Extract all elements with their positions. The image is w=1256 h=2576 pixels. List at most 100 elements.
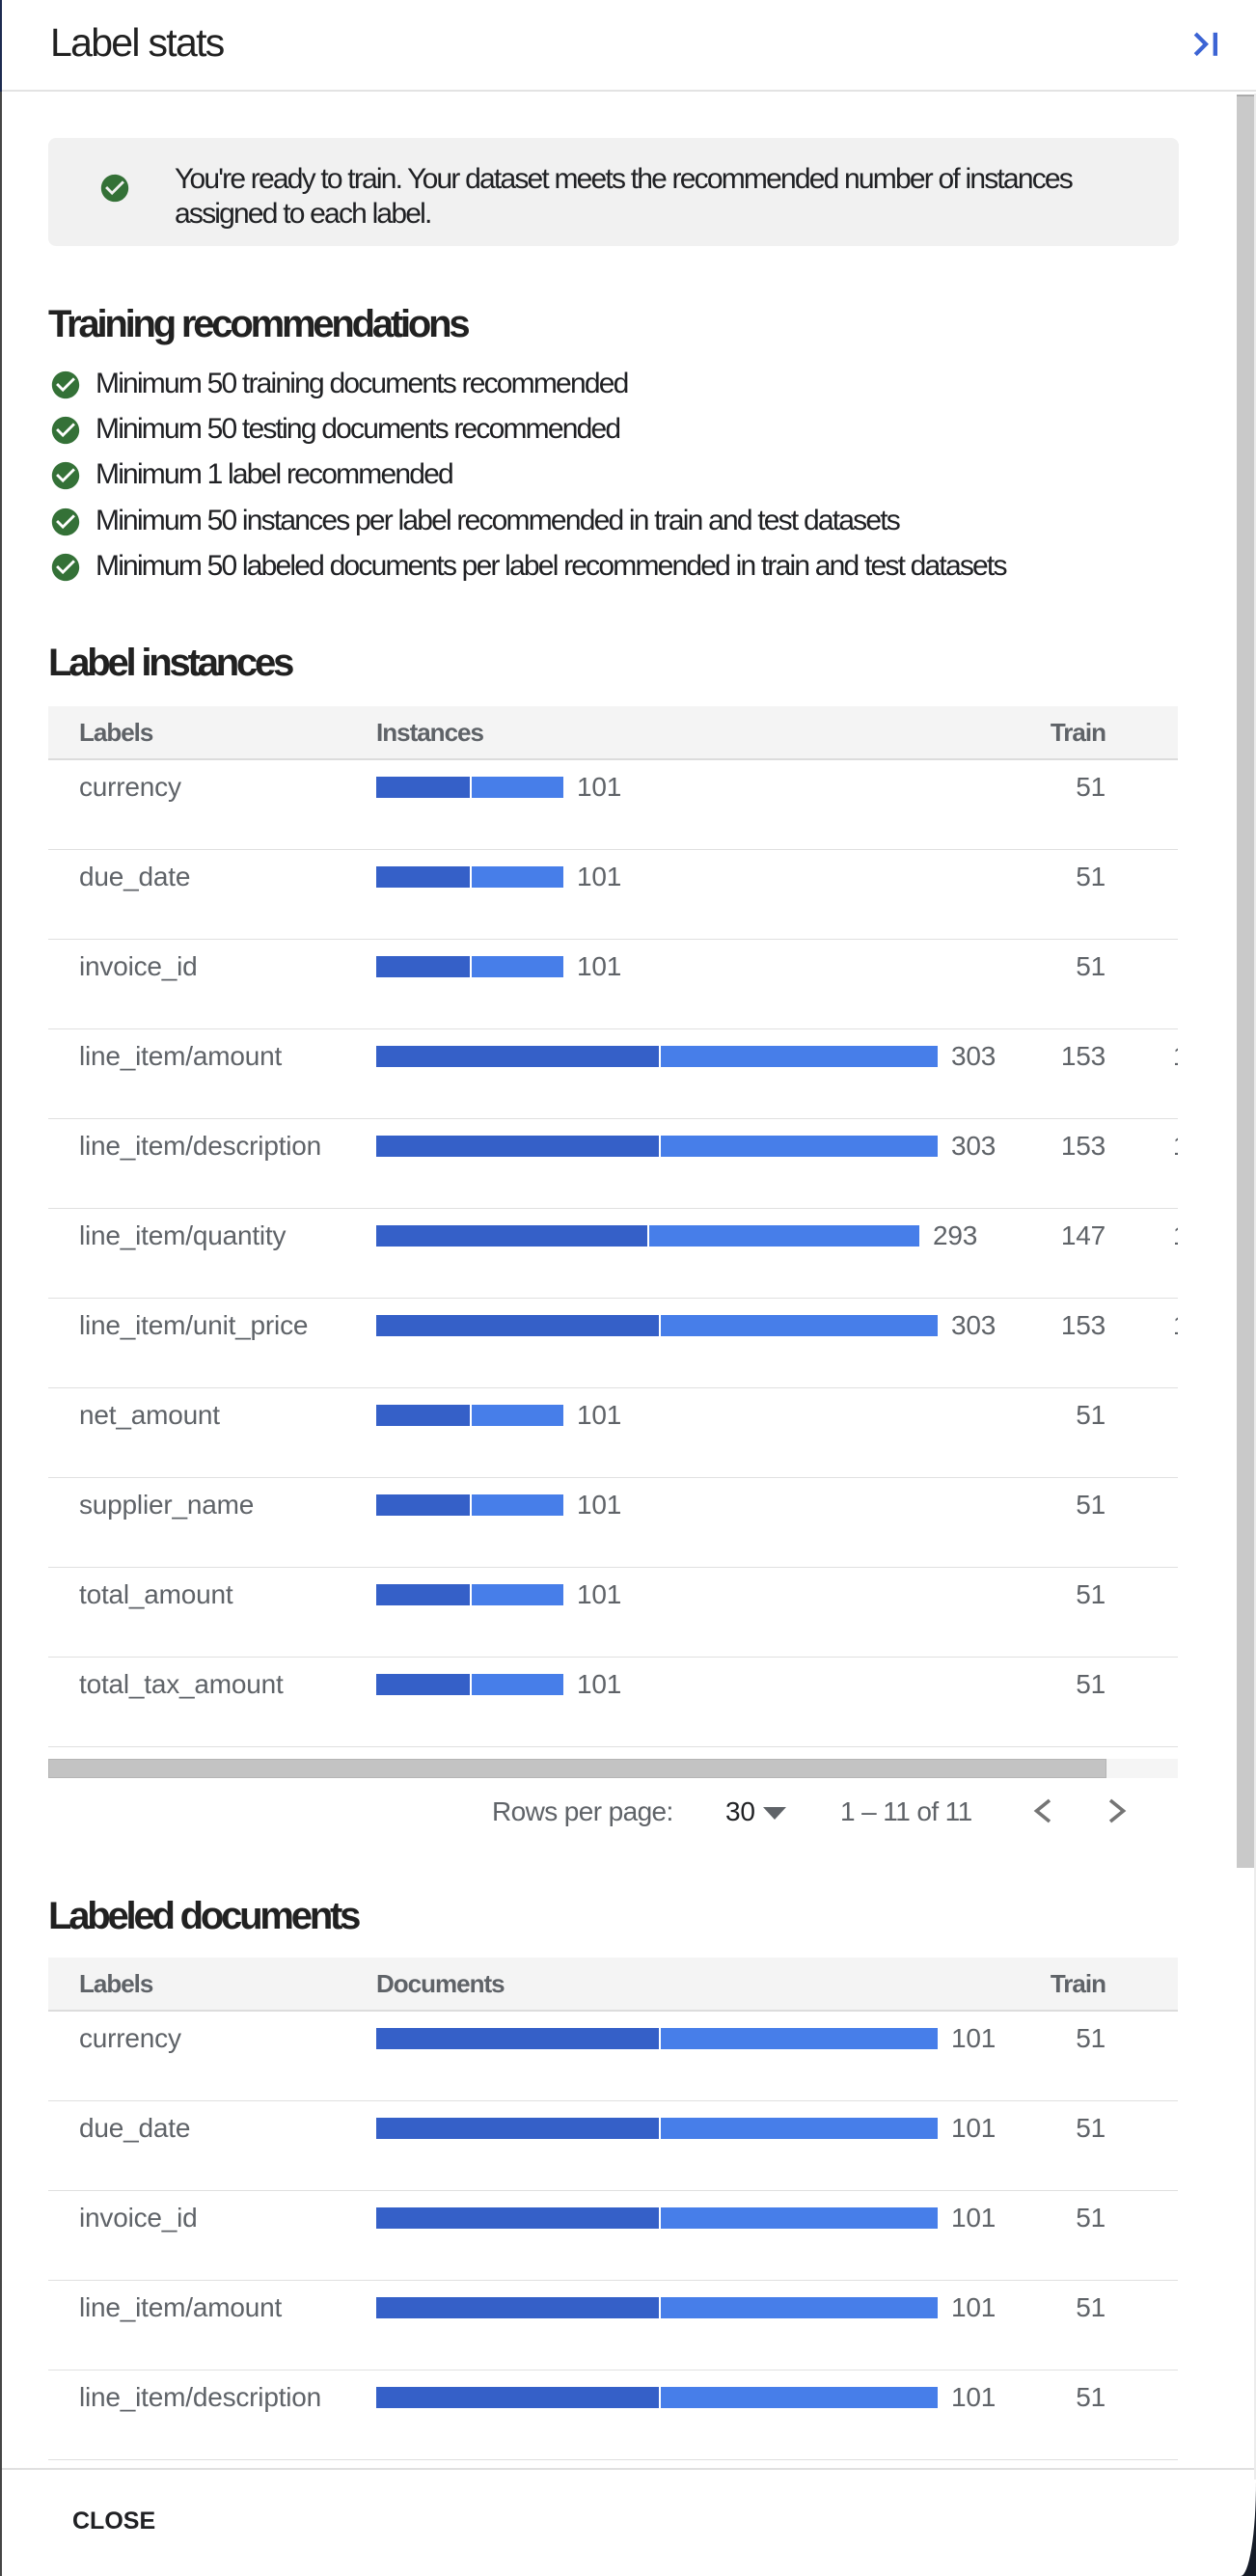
check-circle-icon [49, 414, 82, 447]
bar-train [376, 777, 470, 798]
documents-bar [376, 2297, 938, 2318]
panel-header: Label stats [0, 0, 1256, 92]
row-test: 50 [1127, 2025, 1178, 2052]
row-train: 51 [1076, 1490, 1106, 1520]
recommendation-text: Minimum 50 instances per label recommend… [96, 504, 901, 536]
table-row[interactable]: currency 101 51 50 [48, 760, 1178, 850]
table-row[interactable]: line_item/description 303 153 150 [48, 1119, 1178, 1209]
column-header-train: Train [1050, 718, 1106, 747]
bar-test [661, 2207, 938, 2229]
vertical-scrollbar-thumb[interactable] [1237, 95, 1254, 1868]
row-test: 50 [1127, 1402, 1178, 1429]
bar-train [376, 1584, 470, 1605]
bar-train [376, 1225, 647, 1247]
table-row[interactable]: total_amount 101 51 50 [48, 1568, 1178, 1658]
check-circle-icon [49, 369, 82, 401]
collapse-right-icon [1193, 32, 1217, 57]
bar-train [376, 2387, 659, 2408]
bar-train [376, 2207, 659, 2229]
instances-bar [376, 777, 563, 798]
row-label: invoice_id [79, 2203, 198, 2233]
bar-train [376, 1046, 659, 1067]
row-train: 51 [1076, 1400, 1106, 1430]
table-row[interactable]: line_item/unit_price 303 153 150 [48, 1299, 1178, 1388]
bar-train [376, 2297, 659, 2318]
row-test: 50 [1127, 863, 1178, 891]
bar-test [661, 1315, 938, 1336]
row-value: 101 [951, 2292, 997, 2322]
close-button[interactable]: CLOSE [72, 2507, 156, 2535]
rows-per-page-select[interactable]: 30 [725, 1796, 755, 1826]
table-paginator: Rows per page: 30 1 – 11 of 11 [0, 1798, 1178, 1829]
table-row[interactable]: line_item/amount 303 153 150 [48, 1029, 1178, 1119]
row-test: 50 [1127, 953, 1178, 980]
bar-train [376, 1405, 470, 1426]
row-value: 303 [951, 1131, 997, 1161]
row-value: 101 [951, 2382, 997, 2412]
row-value: 293 [933, 1220, 978, 1250]
bar-test [472, 956, 563, 977]
row-train: 51 [1076, 862, 1106, 891]
bar-train [376, 2118, 659, 2139]
row-label: currency [79, 772, 181, 802]
horizontal-scrollbar-thumb[interactable] [48, 1759, 1106, 1778]
row-train: 153 [1060, 1131, 1106, 1161]
column-header-labels: Labels [79, 1969, 153, 1998]
bar-test [472, 1494, 563, 1516]
table-row[interactable]: supplier_name 101 51 50 [48, 1478, 1178, 1568]
column-header-train: Train [1050, 1969, 1106, 1998]
row-label: line_item/quantity [79, 1220, 287, 1250]
row-value: 303 [951, 1310, 997, 1340]
row-train: 51 [1076, 1579, 1106, 1609]
row-label: invoice_id [79, 951, 198, 981]
instances-bar [376, 1315, 938, 1336]
previous-page-button[interactable] [1030, 1798, 1055, 1823]
bar-train [376, 1494, 470, 1516]
panel-right-edge [1254, 94, 1256, 2576]
table-row[interactable]: line_item/amount 101 51 50 [48, 2281, 1178, 2370]
column-header-test: Test [1127, 1971, 1178, 1996]
dropdown-arrow-icon[interactable] [763, 1807, 786, 1820]
labeled-documents-table: Labels Documents Train Test currency 101… [48, 1958, 1178, 2460]
bar-test [472, 866, 563, 888]
bar-train [376, 1674, 470, 1695]
table-row[interactable]: line_item/quantity 293 147 146 [48, 1209, 1178, 1299]
bar-test [661, 2118, 938, 2139]
table-row[interactable]: total_tax_amount 101 51 50 [48, 1658, 1178, 1747]
bar-test [649, 1225, 919, 1247]
bar-train [376, 956, 470, 977]
instances-bar [376, 866, 563, 888]
row-train: 153 [1060, 1310, 1106, 1340]
bar-train [376, 2028, 659, 2049]
column-header-instances: Instances [376, 718, 484, 747]
column-header-test: Test [1127, 720, 1178, 745]
bar-test [472, 1405, 563, 1426]
table-row[interactable]: net_amount 101 51 50 [48, 1388, 1178, 1478]
table-row[interactable]: currency 101 51 50 [48, 2012, 1178, 2101]
documents-bar [376, 2028, 938, 2049]
row-train: 51 [1076, 2113, 1106, 2143]
row-label: line_item/description [79, 2382, 322, 2412]
horizontal-scrollbar[interactable] [48, 1759, 1178, 1778]
instances-bar [376, 1405, 563, 1426]
row-test: 50 [1127, 2294, 1178, 2321]
table-row[interactable]: invoice_id 101 51 50 [48, 940, 1178, 1029]
table-row[interactable]: due_date 101 51 50 [48, 2101, 1178, 2191]
table-row[interactable]: line_item/description 101 51 50 [48, 2370, 1178, 2460]
bar-test [661, 1046, 938, 1067]
table-row[interactable]: invoice_id 101 51 50 [48, 2191, 1178, 2281]
collapse-panel-button[interactable] [1193, 32, 1218, 57]
row-label: due_date [79, 862, 191, 891]
label-instances-table: Labels Instances Train Test currency 101… [48, 706, 1178, 1747]
row-value: 101 [577, 1579, 622, 1609]
instances-bar [376, 1494, 563, 1516]
labeled-documents-heading: Labeled documents [48, 1895, 361, 1937]
row-train: 51 [1076, 2292, 1106, 2322]
training-recommendations-heading: Training recommendations [48, 303, 471, 345]
next-page-button[interactable] [1105, 1798, 1130, 1823]
table-row[interactable]: due_date 101 51 50 [48, 850, 1178, 940]
instances-bar [376, 1046, 938, 1067]
row-value: 101 [951, 2113, 997, 2143]
row-value: 101 [577, 772, 622, 802]
